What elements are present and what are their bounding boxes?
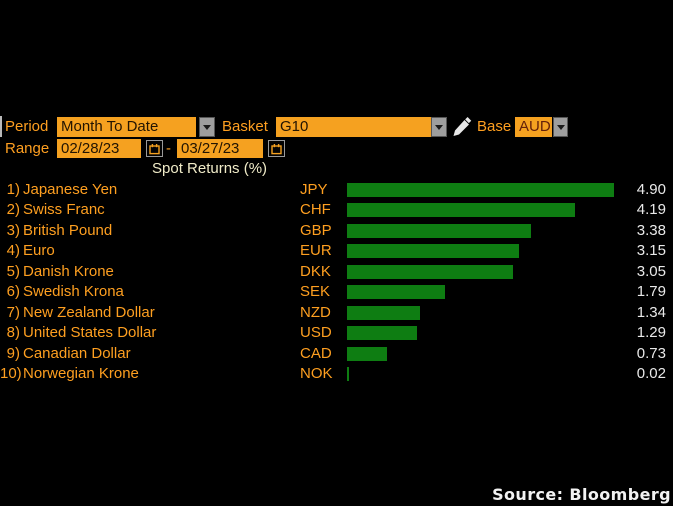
range-separator: - xyxy=(166,140,171,157)
calendar-icon[interactable] xyxy=(146,140,163,157)
currency-ticker: JPY xyxy=(300,180,328,198)
basket-select[interactable]: G10 xyxy=(276,117,431,137)
return-bar xyxy=(347,285,445,300)
currency-ticker: DKK xyxy=(300,262,331,280)
return-bar xyxy=(347,346,387,361)
return-bar xyxy=(347,326,418,341)
row-rank: 7) xyxy=(6,303,20,321)
range-end-input[interactable]: 03/27/23 xyxy=(177,139,263,158)
currency-name: Canadian Dollar xyxy=(23,344,131,362)
currency-ticker: NZD xyxy=(300,303,331,321)
row-rank: 4) xyxy=(6,242,20,260)
period-select-arrow[interactable] xyxy=(199,117,215,137)
calendar-icon[interactable] xyxy=(268,140,285,157)
source-credit: Source: Bloomberg xyxy=(492,485,671,504)
row-rank: 10) xyxy=(0,365,22,383)
currency-name: Swedish Krona xyxy=(23,283,124,301)
row-rank: 6) xyxy=(6,283,20,301)
base-select-arrow[interactable] xyxy=(553,117,568,137)
currency-ticker: SEK xyxy=(300,283,331,301)
chart-row[interactable]: 9) Canadian Dollar CAD 0.73 xyxy=(0,344,673,365)
chart-row[interactable]: 10) Norwegian Krone NOK 0.02 xyxy=(0,364,673,385)
currency-name: Swiss Franc xyxy=(23,201,105,219)
chart-title: Spot Returns (%) xyxy=(152,160,268,177)
return-bar xyxy=(347,203,576,218)
chart-row[interactable]: 4) Euro EUR 3.15 xyxy=(0,241,673,262)
currency-name: British Pound xyxy=(23,221,113,239)
chart-row[interactable]: 5) Danish Krone DKK 3.05 xyxy=(0,262,673,283)
return-bar xyxy=(347,182,614,197)
basket-select-arrow[interactable] xyxy=(431,117,447,137)
row-rank: 8) xyxy=(6,324,20,342)
window-edge-sliver xyxy=(0,116,2,137)
basket-label: Basket xyxy=(222,118,268,135)
currency-name: United States Dollar xyxy=(23,324,157,342)
return-value: 4.19 xyxy=(636,201,666,219)
chart-row[interactable]: 3) British Pound GBP 3.38 xyxy=(0,221,673,242)
chart-row[interactable]: 2) Swiss Franc CHF 4.19 xyxy=(0,200,673,221)
chevron-down-icon xyxy=(203,124,211,130)
row-rank: 3) xyxy=(6,221,20,239)
currency-ticker: GBP xyxy=(300,221,332,239)
chevron-down-icon xyxy=(556,124,565,130)
return-value: 0.02 xyxy=(636,365,666,383)
row-rank: 2) xyxy=(6,201,20,219)
currency-ticker: EUR xyxy=(300,242,332,260)
range-label: Range xyxy=(5,140,50,157)
currency-ticker: NOK xyxy=(300,365,333,383)
currency-ticker: CAD xyxy=(300,344,332,362)
chevron-down-icon xyxy=(435,124,443,130)
return-value: 0.73 xyxy=(636,344,666,362)
return-value: 3.05 xyxy=(636,262,666,280)
return-value: 3.38 xyxy=(636,221,666,239)
return-bar xyxy=(347,244,519,259)
return-bar xyxy=(347,305,421,320)
pencil-icon[interactable] xyxy=(450,117,472,137)
currency-name: Norwegian Krone xyxy=(23,365,139,383)
return-value: 4.90 xyxy=(636,180,666,198)
currency-ticker: USD xyxy=(300,324,332,342)
return-bar xyxy=(347,264,514,279)
return-bar xyxy=(347,223,532,238)
return-value: 1.34 xyxy=(636,303,666,321)
row-rank: 9) xyxy=(6,344,20,362)
row-rank: 5) xyxy=(6,262,20,280)
range-start-input[interactable]: 02/28/23 xyxy=(57,139,141,158)
currency-name: Danish Krone xyxy=(23,262,114,280)
return-value: 1.79 xyxy=(636,283,666,301)
currency-ticker: CHF xyxy=(300,201,331,219)
chart-row[interactable]: 6) Swedish Krona SEK 1.79 xyxy=(0,282,673,303)
currency-name: Japanese Yen xyxy=(23,180,118,198)
period-label: Period xyxy=(5,118,49,135)
row-rank: 1) xyxy=(6,180,20,198)
base-label: Base xyxy=(477,118,512,135)
return-bar xyxy=(347,367,349,382)
return-value: 3.15 xyxy=(636,242,666,260)
return-value: 1.29 xyxy=(636,324,666,342)
currency-name: Euro xyxy=(23,242,55,260)
currency-name: New Zealand Dollar xyxy=(23,303,155,321)
period-select[interactable]: Month To Date xyxy=(57,117,196,137)
base-select[interactable]: AUD xyxy=(515,117,552,137)
chart-row[interactable]: 8) United States Dollar USD 1.29 xyxy=(0,323,673,344)
chart-row[interactable]: 7) New Zealand Dollar NZD 1.34 xyxy=(0,303,673,324)
chart-row[interactable]: 1) Japanese Yen JPY 4.90 xyxy=(0,180,673,201)
